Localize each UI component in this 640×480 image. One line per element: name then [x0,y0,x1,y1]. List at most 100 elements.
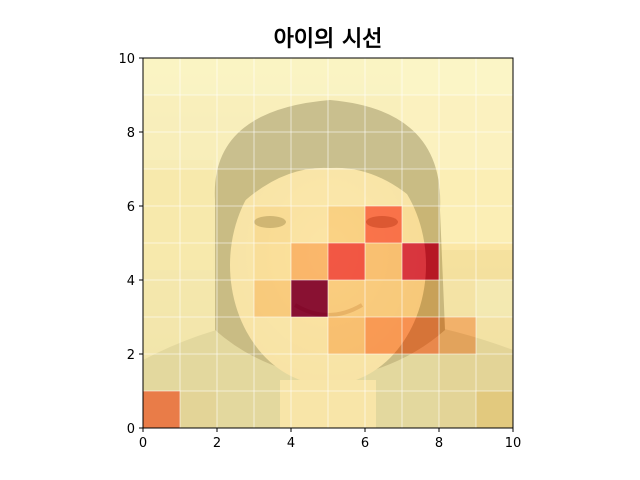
chart-title: 아이의 시선 [274,27,383,52]
heatmap-cell [402,243,439,280]
heatmap-cell [365,169,402,206]
heatmap-cell [365,132,402,169]
heatmap-cell [476,317,513,354]
heatmap-cell [254,132,291,169]
heatmap-cell [217,243,254,280]
heatmap-cell [439,169,476,206]
heatmap-cell [143,391,180,428]
heatmap-cell [217,169,254,206]
heatmap-cell [328,169,365,206]
heatmap-cell [365,58,402,95]
heatmap-cell [476,58,513,95]
heatmap-cell [365,391,402,428]
heatmap-cell [143,354,180,391]
heatmap-cell [328,206,365,243]
heatmap-cell [180,280,217,317]
heatmap-cell [291,391,328,428]
heatmap-cell [217,58,254,95]
heatmap-cell [291,354,328,391]
heatmap-cell [365,354,402,391]
heatmap-cell [180,132,217,169]
y-tick-label: 2 [127,348,135,363]
heatmap-cell [291,58,328,95]
heatmap-cell [254,243,291,280]
heatmap-cell [291,317,328,354]
x-tick-label: 0 [139,436,147,451]
heatmap-cell [439,58,476,95]
heatmap-cell [402,132,439,169]
heatmap-cell [402,169,439,206]
heatmap-cell [143,169,180,206]
heatmap-cell [291,132,328,169]
heatmap-cell [291,206,328,243]
heatmap-cell [143,243,180,280]
x-tick-label: 6 [361,436,369,451]
heatmap-cell [365,280,402,317]
heatmap-cell [402,280,439,317]
heatmap-cell [254,58,291,95]
heatmap-cell [365,243,402,280]
heatmap-cell [328,58,365,95]
heatmap-cell [143,95,180,132]
y-tick-label: 4 [127,274,135,289]
heatmap-cell [328,132,365,169]
heatmap-cell [328,95,365,132]
heatmap-cell [180,317,217,354]
heatmap-cell [402,391,439,428]
x-axis: 0 2 4 6 8 10 [139,428,521,451]
heatmap-cell [365,317,402,354]
heatmap-cell [328,280,365,317]
y-tick-label: 0 [127,422,135,437]
heatmap-cell [365,95,402,132]
heatmap-cell [143,206,180,243]
heatmap-cell [254,206,291,243]
heatmap-cells [143,58,513,428]
heatmap-cell [143,280,180,317]
heatmap-cell [291,243,328,280]
heatmap-cell [476,280,513,317]
heatmap-cell [439,95,476,132]
heatmap-cell [402,354,439,391]
heatmap-cell [439,391,476,428]
heatmap-cell [476,354,513,391]
heatmap-cell [217,132,254,169]
heatmap-cell [143,58,180,95]
heatmap-cell [328,243,365,280]
heatmap-cell [439,317,476,354]
heatmap-cell [217,354,254,391]
heatmap-cell [476,391,513,428]
heatmap-cell [180,354,217,391]
heatmap-cell [180,169,217,206]
heatmap-cell [254,280,291,317]
heatmap-cell [439,354,476,391]
heatmap-cell [328,354,365,391]
heatmap-cell [180,95,217,132]
heatmap-cell [291,169,328,206]
heatmap-cell [291,280,328,317]
y-axis: 0 2 4 6 8 10 [118,52,143,437]
heatmap-cell [217,95,254,132]
heatmap-cell [217,280,254,317]
heatmap-cell [476,169,513,206]
x-tick-label: 10 [505,436,522,451]
heatmap-cell [439,280,476,317]
heatmap-cell [217,391,254,428]
heatmap-cell [180,391,217,428]
heatmap-cell [254,169,291,206]
heatmap-cell [402,95,439,132]
heatmap-cell [180,243,217,280]
heatmap-cell [402,206,439,243]
heatmap-cell [254,95,291,132]
heatmap-cell [402,317,439,354]
heatmap-cell [180,206,217,243]
heatmap-cell [143,317,180,354]
heatmap-cell [217,206,254,243]
heatmap-cell [402,58,439,95]
heatmap-cell [439,243,476,280]
heatmap-cell [254,354,291,391]
y-tick-label: 10 [118,52,135,67]
heatmap-cell [254,391,291,428]
plot-frame [142,57,514,429]
heatmap-cell [476,206,513,243]
